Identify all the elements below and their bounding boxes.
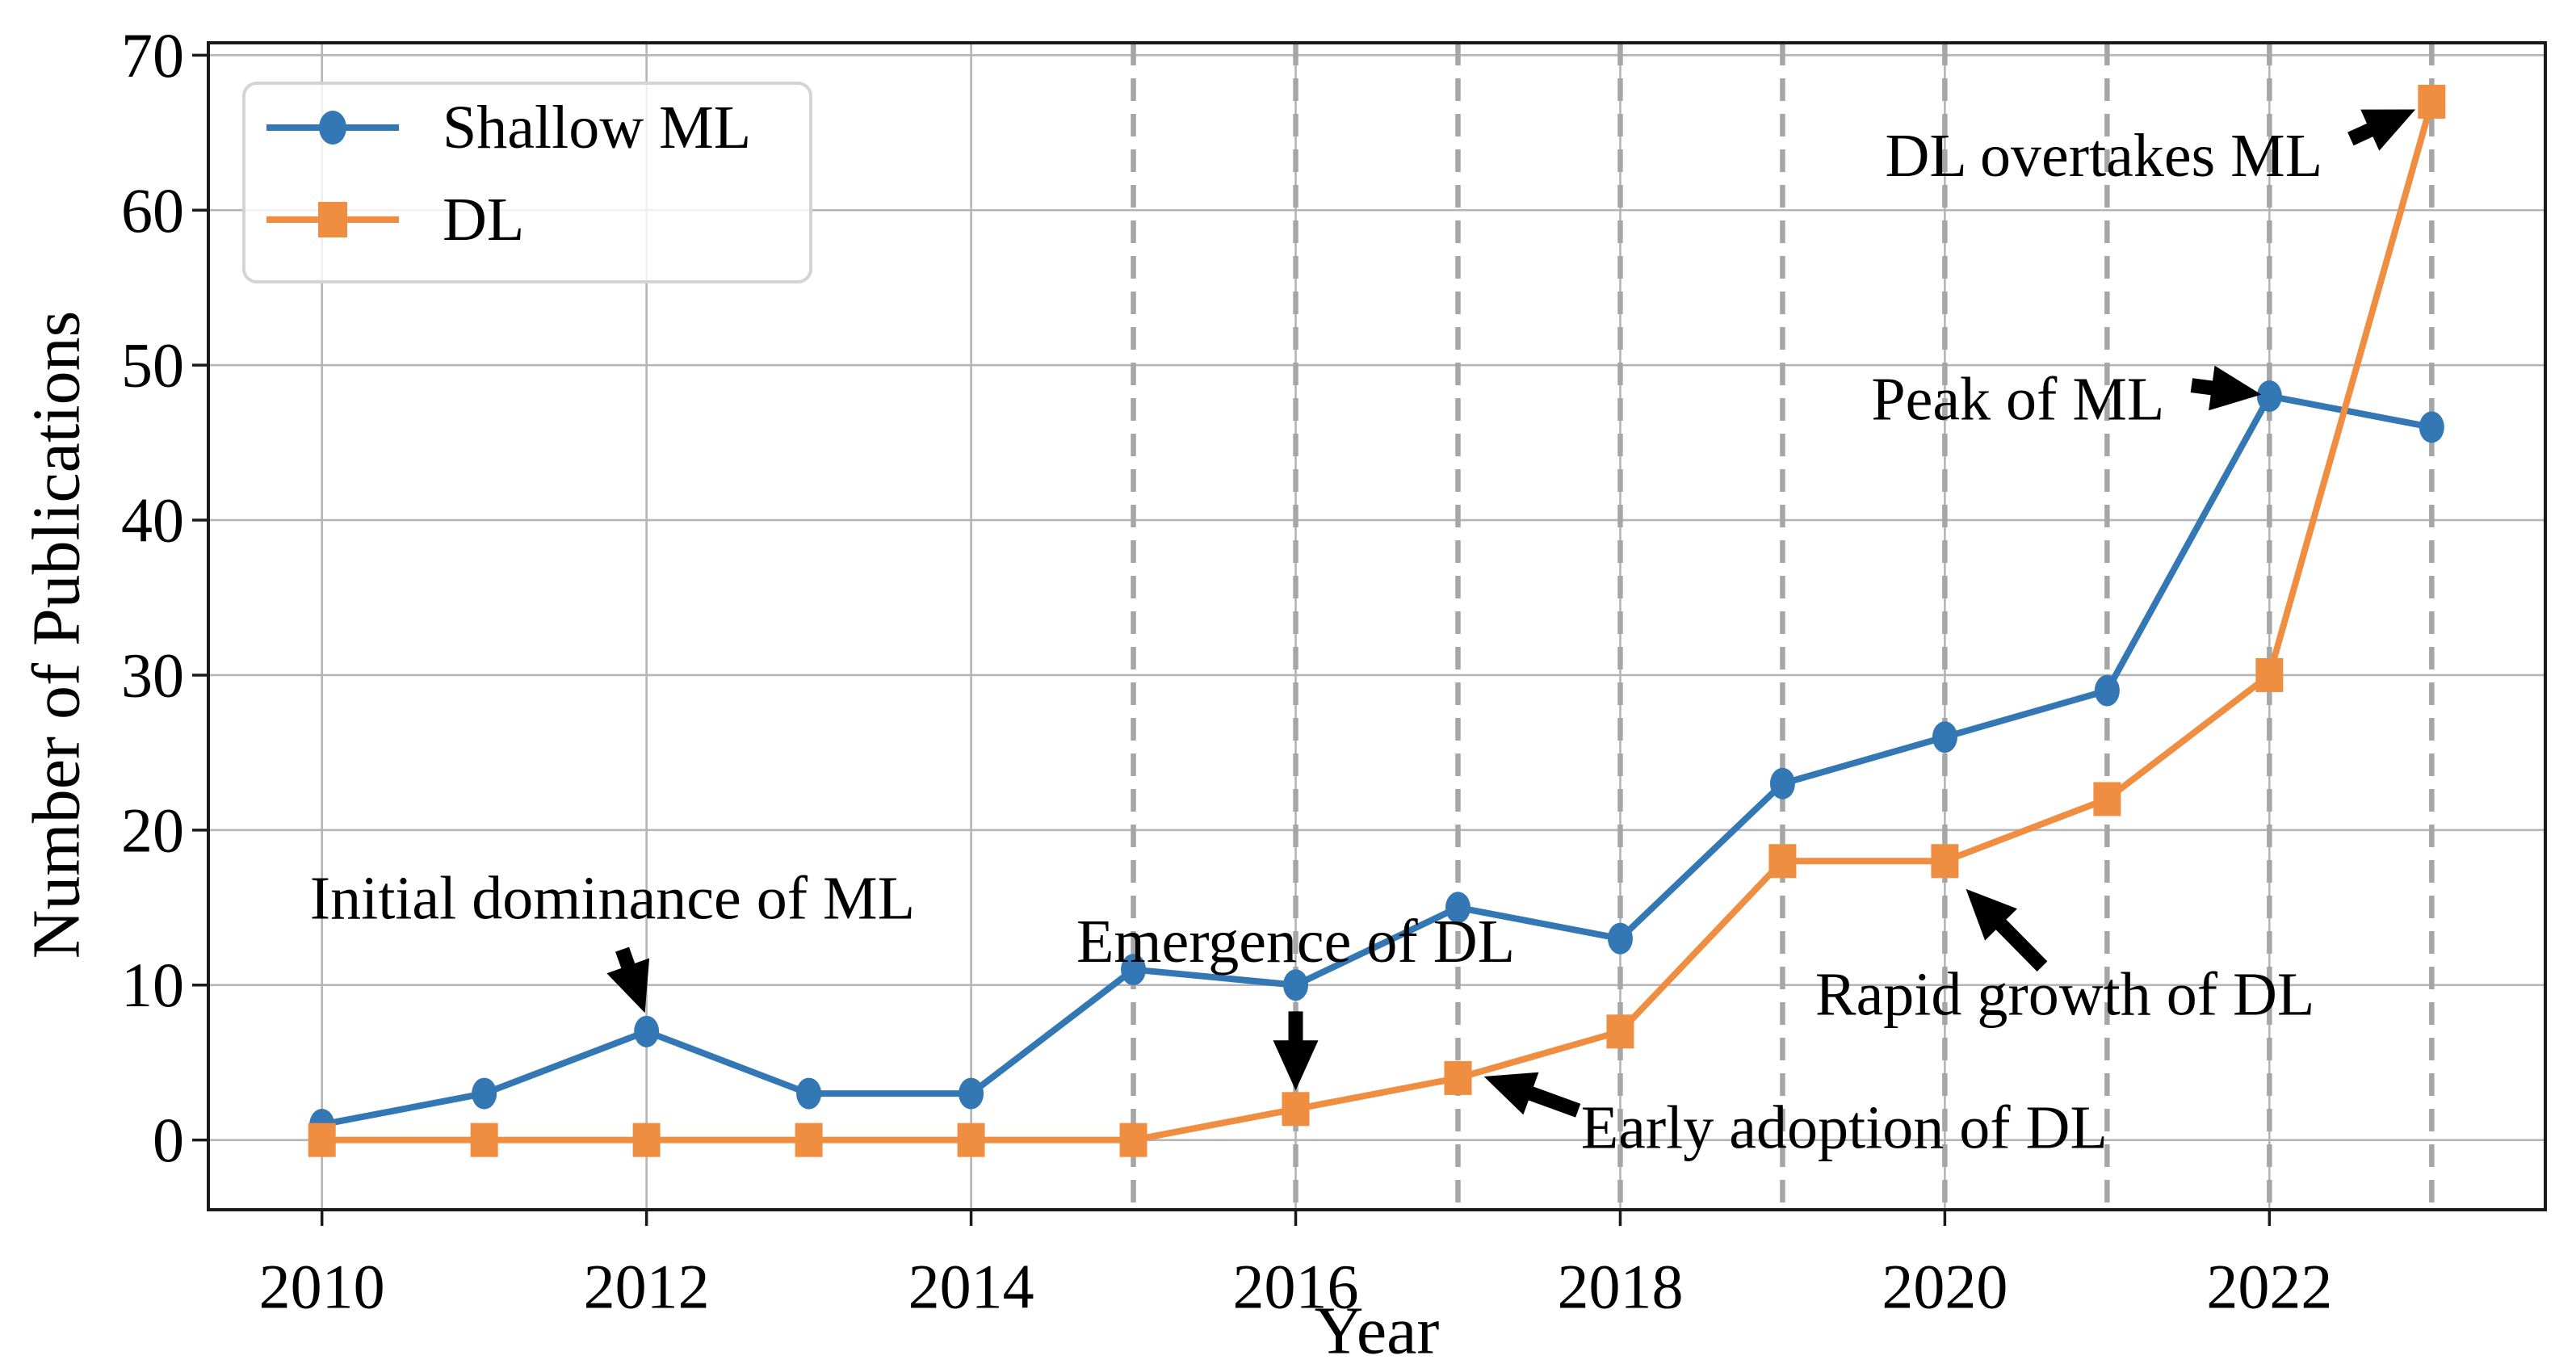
annotation-rapid-growth-of-dl: Rapid growth of DL (1815, 888, 2314, 1028)
annotation-peak-of-ml: Peak of ML (1871, 365, 2262, 433)
dashed-year-lines (1131, 43, 2435, 1210)
data-point (2255, 657, 2284, 692)
y-tick-label: 0 (153, 1105, 184, 1175)
data-point (308, 1123, 336, 1157)
x-tick-label: 2016 (1233, 1252, 1359, 1322)
data-point (1283, 969, 1309, 1001)
annotation-text: Peak of ML (1871, 365, 2164, 433)
data-point (1932, 721, 1957, 753)
annotation-initial-dominance-of-ml: Initial dominance of ML (310, 864, 915, 1014)
data-point (1606, 1014, 1634, 1049)
data-point (2094, 674, 2120, 707)
data-series (308, 84, 2446, 1157)
data-point (1121, 954, 1147, 986)
annotation-arrow (606, 946, 650, 1014)
annotation-text: Rapid growth of DL (1815, 960, 2314, 1028)
data-point (2418, 84, 2446, 119)
data-point (1768, 844, 1797, 879)
annotation-arrow (1273, 1011, 1319, 1091)
axes: 0 10 20 30 40 50 60 70 2010 2012 2014 2016 2018 2020 2… (19, 20, 2547, 1364)
y-axis-label: Number of Publications (19, 311, 94, 959)
data-point (1444, 1060, 1472, 1095)
data-point (1607, 922, 1633, 955)
annotations: Initial dominance of ML Emergence of DL Ea… (310, 109, 2416, 1161)
data-point (795, 1123, 823, 1157)
x-tick-label: 2022 (2206, 1252, 2332, 1322)
x-tick-label: 2014 (908, 1252, 1034, 1322)
legend-label: DL (443, 186, 524, 254)
annotation-dl-overtakes-ml: DL overtakes ML (1886, 109, 2416, 190)
series-dl (308, 84, 2446, 1157)
plot-border (207, 41, 2547, 1211)
data-point (959, 1077, 984, 1110)
annotation-text: Emergence of DL (1076, 908, 1515, 976)
annotation-arrow (2347, 109, 2416, 151)
annotation-text: Early adoption of DL (1581, 1093, 2108, 1161)
series-line (318, 98, 2435, 1144)
legend-entry-shallow-ml: Shallow ML (266, 94, 751, 162)
data-point (632, 1123, 661, 1157)
y-tick-label: 70 (121, 20, 184, 90)
data-point (1769, 767, 1795, 800)
data-point (2419, 411, 2444, 443)
x-tick-label: 2018 (1557, 1252, 1683, 1322)
y-tick-label: 10 (121, 950, 184, 1020)
x-tick-label: 2010 (259, 1252, 385, 1322)
annotation-text: Initial dominance of ML (310, 864, 915, 932)
y-tick-label: 50 (121, 330, 184, 401)
x-axis-label: Year (1315, 1294, 1440, 1364)
data-point (957, 1123, 985, 1157)
series-line (318, 392, 2435, 1128)
y-tick-label: 60 (121, 175, 184, 246)
annotation-early-adoption-of-dl: Early adoption of DL (1483, 1072, 2108, 1161)
data-point (2256, 380, 2282, 413)
data-point (470, 1123, 498, 1157)
data-point (1119, 1123, 1147, 1157)
data-point (2093, 782, 2121, 816)
legend-marker-circle (319, 111, 346, 145)
x-tick-label: 2020 (1882, 1252, 2008, 1322)
annotation-emergence-of-dl: Emergence of DL (1076, 908, 1515, 1091)
data-point (796, 1077, 822, 1110)
legend-marker-square (318, 202, 347, 237)
legend-label: Shallow ML (443, 94, 751, 162)
data-point (1445, 892, 1471, 924)
annotation-arrow (1966, 888, 2048, 972)
legend-entry-dl: DL (266, 186, 524, 254)
y-tick-label: 20 (121, 795, 184, 865)
data-point (634, 1015, 660, 1047)
series-shallow-ml (309, 380, 2444, 1140)
data-point (1931, 844, 1959, 879)
annotation-arrow (1483, 1072, 1581, 1118)
annotation-text: DL overtakes ML (1886, 122, 2323, 190)
annotation-arrow (2190, 365, 2262, 411)
y-tick-label: 40 (121, 485, 184, 556)
data-point (1282, 1092, 1310, 1127)
x-tick-label: 2012 (584, 1252, 710, 1322)
legend-box (242, 82, 812, 283)
data-point (472, 1077, 497, 1110)
y-tick-label: 30 (121, 640, 184, 710)
legend: Shallow ML DL (242, 82, 812, 283)
